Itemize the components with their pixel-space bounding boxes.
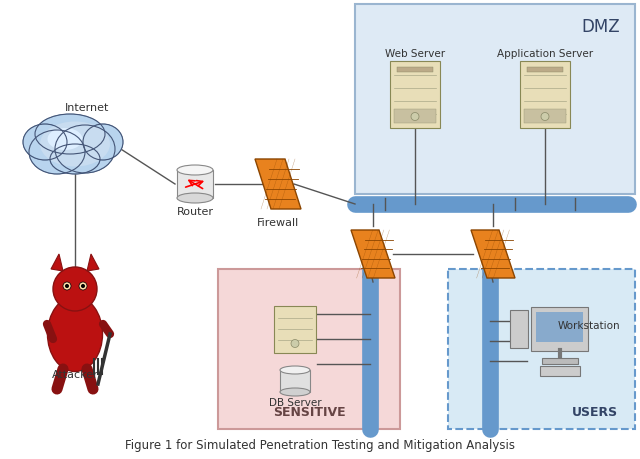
Text: Router: Router <box>177 207 214 217</box>
FancyBboxPatch shape <box>394 109 436 123</box>
FancyBboxPatch shape <box>274 306 316 353</box>
Text: Web Server: Web Server <box>385 49 445 59</box>
FancyBboxPatch shape <box>218 269 400 429</box>
FancyBboxPatch shape <box>536 312 584 342</box>
Polygon shape <box>471 230 515 279</box>
Ellipse shape <box>177 194 213 203</box>
Ellipse shape <box>47 297 102 372</box>
FancyBboxPatch shape <box>355 5 635 195</box>
FancyBboxPatch shape <box>448 269 635 429</box>
FancyBboxPatch shape <box>280 370 310 392</box>
Polygon shape <box>351 230 395 279</box>
Ellipse shape <box>35 115 105 155</box>
Circle shape <box>53 268 97 311</box>
FancyBboxPatch shape <box>527 67 563 73</box>
Ellipse shape <box>83 125 123 161</box>
Ellipse shape <box>280 388 310 396</box>
Ellipse shape <box>47 129 83 151</box>
FancyBboxPatch shape <box>520 62 570 128</box>
Circle shape <box>65 285 69 288</box>
FancyBboxPatch shape <box>390 62 440 128</box>
Polygon shape <box>51 254 63 271</box>
Text: Figure 1 for Simulated Penetration Testing and Mitigation Analysis: Figure 1 for Simulated Penetration Testi… <box>125 438 515 451</box>
Text: USERS: USERS <box>572 405 618 418</box>
Polygon shape <box>255 160 301 210</box>
Circle shape <box>63 282 71 291</box>
Polygon shape <box>87 254 99 271</box>
FancyBboxPatch shape <box>397 67 433 73</box>
Ellipse shape <box>40 122 110 167</box>
FancyBboxPatch shape <box>524 109 566 123</box>
Text: DB Server: DB Server <box>269 397 321 407</box>
FancyBboxPatch shape <box>540 366 580 376</box>
FancyBboxPatch shape <box>542 358 578 364</box>
FancyBboxPatch shape <box>511 310 529 348</box>
Text: Internet: Internet <box>65 103 109 113</box>
FancyBboxPatch shape <box>531 308 589 351</box>
Text: Attacker: Attacker <box>52 369 99 379</box>
Text: SENSITIVE: SENSITIVE <box>273 405 346 418</box>
Circle shape <box>79 282 87 291</box>
Circle shape <box>411 113 419 121</box>
Ellipse shape <box>23 125 67 161</box>
Text: Firewall: Firewall <box>257 218 299 228</box>
FancyBboxPatch shape <box>177 171 213 199</box>
Ellipse shape <box>55 126 115 174</box>
Ellipse shape <box>29 131 85 174</box>
Circle shape <box>541 113 549 121</box>
Text: Workstation: Workstation <box>558 320 621 330</box>
Ellipse shape <box>280 366 310 374</box>
Text: DMZ: DMZ <box>581 18 620 36</box>
Ellipse shape <box>50 145 100 174</box>
Circle shape <box>81 285 85 288</box>
Ellipse shape <box>177 166 213 176</box>
Circle shape <box>291 340 299 348</box>
Text: Application Server: Application Server <box>497 49 593 59</box>
